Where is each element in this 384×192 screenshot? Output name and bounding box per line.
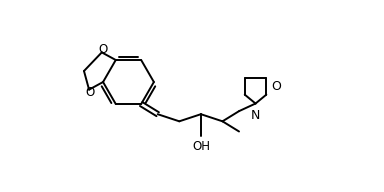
Text: N: N: [251, 109, 260, 122]
Text: OH: OH: [192, 140, 210, 153]
Text: O: O: [271, 80, 281, 93]
Text: O: O: [98, 43, 107, 56]
Text: O: O: [85, 86, 94, 99]
